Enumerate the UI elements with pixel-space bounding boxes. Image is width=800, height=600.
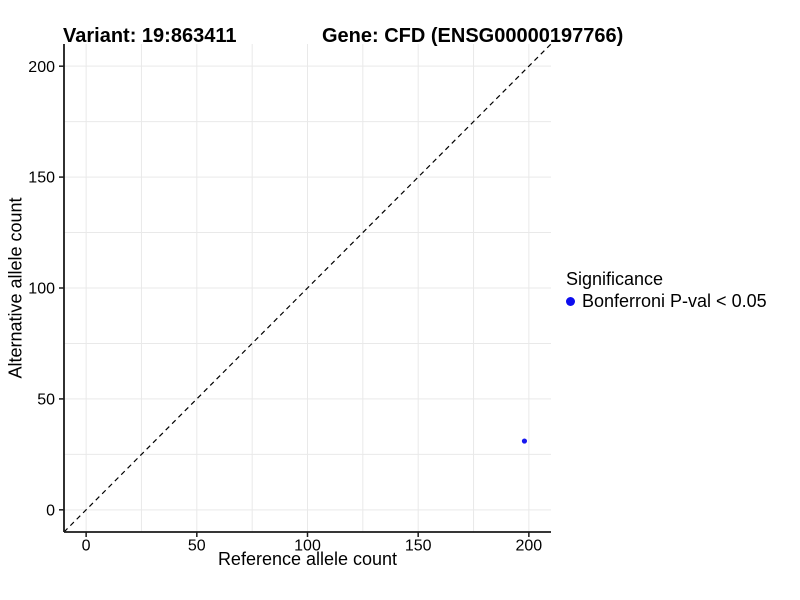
plot-title-gene: Gene: CFD (ENSG00000197766)	[322, 25, 624, 47]
y-tick-label: 200	[28, 59, 55, 76]
plot-title-variant: Variant: 19:863411	[63, 25, 237, 47]
x-axis-title: Reference allele count	[217, 549, 398, 569]
legend-point-icon	[566, 297, 575, 306]
x-tick-label: 200	[516, 537, 543, 554]
x-tick-label: 50	[188, 537, 206, 554]
y-tick-label: 150	[28, 170, 55, 187]
legend-item-label: Bonferroni P-val < 0.05	[582, 291, 767, 311]
y-axis-title: Alternative allele count	[5, 197, 26, 379]
y-tick-label: 100	[28, 281, 55, 298]
x-tick-label: 0	[82, 537, 91, 554]
y-tick-label: 50	[37, 392, 55, 409]
y-tick-label: 0	[46, 502, 55, 519]
legend: Significance Bonferroni P-val < 0.05	[566, 269, 767, 312]
legend-title: Significance	[566, 269, 664, 289]
x-tick-label: 150	[405, 537, 432, 554]
data-point	[521, 438, 528, 444]
legend-item: Bonferroni P-val < 0.05	[566, 291, 767, 312]
identity-line	[63, 43, 552, 533]
x-tick-label: 100	[294, 537, 321, 554]
